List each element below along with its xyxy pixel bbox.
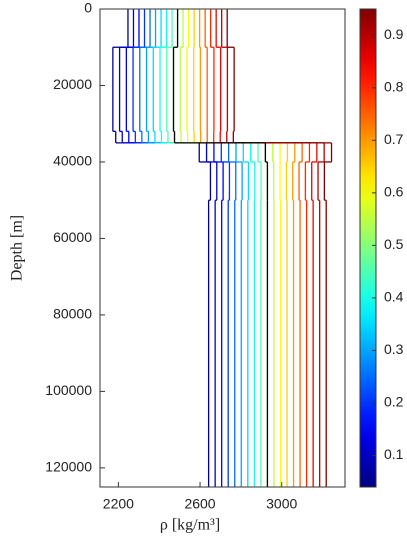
colorbar-tick-label: 0.2 [384,394,404,410]
profile-line [226,9,333,487]
colorbar-tick-label: 0.4 [384,289,404,305]
x-tick-label: 2600 [184,496,215,512]
colorbar [359,8,377,488]
profile-line [112,9,212,487]
profile-line [172,9,269,487]
x-tick-label: 2200 [103,496,134,512]
profile-line [210,9,311,487]
y-axis-label: Depth [m] [9,215,26,281]
colorbar-tick-label: 0.9 [384,26,404,42]
y-tick-label: 60000 [53,229,92,245]
y-tick-label: 120000 [45,459,92,475]
x-tick-label: 3000 [266,496,297,512]
profile-line [221,9,325,487]
colorbar-tick-label: 0.5 [384,236,404,252]
profile-line [215,9,318,487]
plot-frame [99,8,346,488]
colorbar-tick-label: 0.3 [384,341,404,357]
profile-line [118,9,218,487]
y-tick-label: 20000 [53,76,92,92]
y-tick-label: 0 [84,0,92,16]
colorbar-tick-label: 0.7 [384,131,404,147]
y-tick-label: 80000 [53,306,92,322]
colorbar-tick-label: 0.6 [384,184,404,200]
y-tick-label: 40000 [53,153,92,169]
y-tick-label: 100000 [45,382,92,398]
x-axis-label: ρ [kg/m³] [160,517,220,534]
colorbar-tick-label: 0.8 [384,78,404,94]
colorbar-tick-label: 0.1 [384,446,404,462]
